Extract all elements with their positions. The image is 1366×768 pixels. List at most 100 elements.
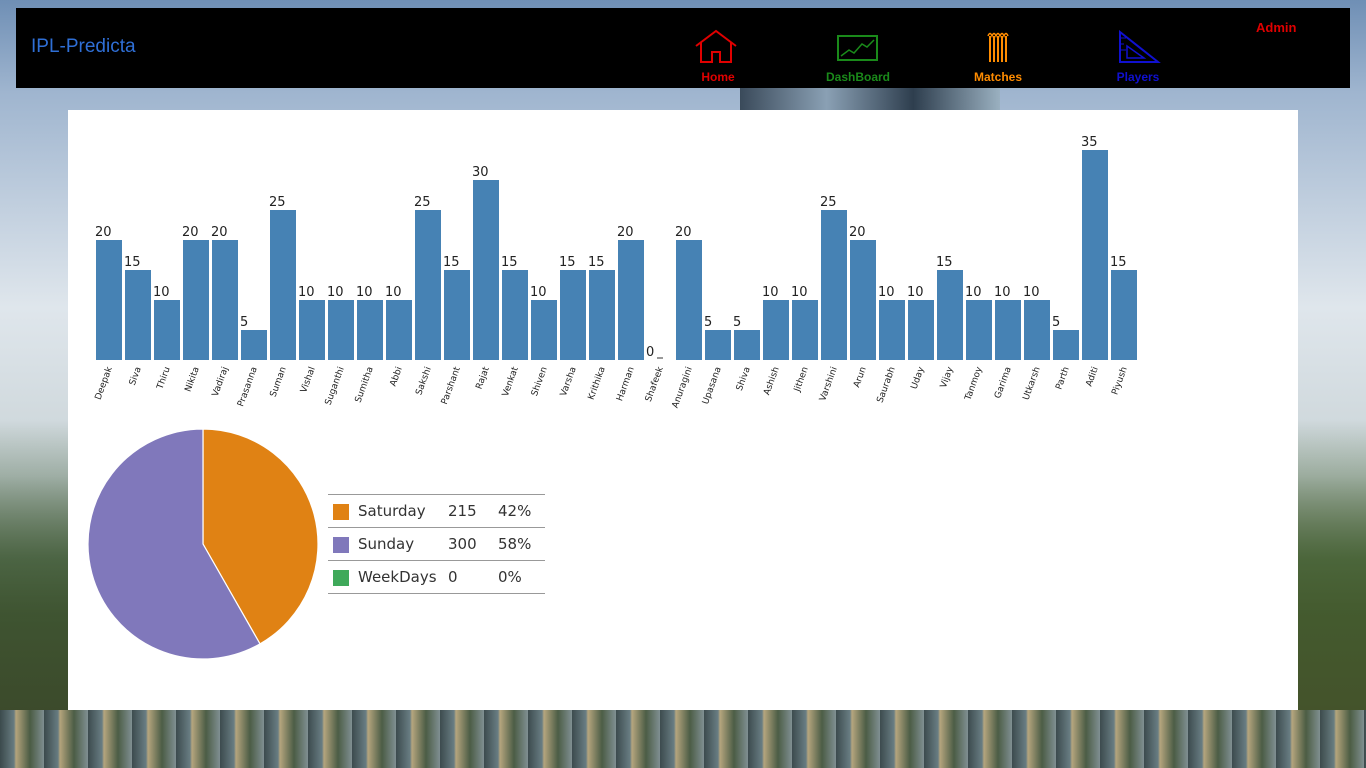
pie-legend: Saturday 215 42% Sunday 300 58% WeekDays 0 0% bbox=[328, 494, 545, 594]
bar bbox=[96, 240, 122, 360]
setsquare-icon bbox=[1119, 29, 1161, 63]
nav-home-label: Home bbox=[701, 70, 735, 84]
bar-value-label: 20 bbox=[849, 225, 866, 240]
legend-count: 0 bbox=[448, 560, 498, 594]
bar-value-label: 10 bbox=[762, 285, 779, 300]
bar bbox=[415, 210, 441, 360]
bar-category-label: Venkat bbox=[501, 365, 521, 398]
bar-value-label: 5 bbox=[1052, 315, 1060, 330]
bar bbox=[502, 270, 528, 360]
legend-percent: 0% bbox=[498, 560, 545, 594]
bar bbox=[299, 300, 325, 360]
bar-value-label: 15 bbox=[501, 255, 518, 270]
bar-category-label: Anuragini bbox=[671, 366, 695, 410]
bar bbox=[444, 270, 470, 360]
bar-category-label: Tanmoy bbox=[963, 365, 985, 403]
bar-value-label: 15 bbox=[559, 255, 576, 270]
legend-percent: 42% bbox=[498, 494, 545, 528]
bar-category-label: Sakshi bbox=[414, 366, 433, 397]
nav-matches-label: Matches bbox=[973, 70, 1023, 84]
bar-category-label: Garima bbox=[993, 366, 1014, 400]
bar bbox=[734, 330, 760, 360]
bar-category-label: Varsha bbox=[559, 366, 579, 398]
bar bbox=[270, 210, 296, 360]
bar bbox=[241, 330, 267, 360]
bar-category-label: Jithen bbox=[792, 366, 811, 394]
admin-link[interactable]: Admin bbox=[1256, 20, 1297, 35]
bar bbox=[328, 300, 354, 360]
legend-label: Saturday bbox=[358, 494, 448, 528]
bar-value-label: 0 bbox=[646, 345, 654, 360]
bar-value-label: 15 bbox=[936, 255, 953, 270]
legend-swatch bbox=[328, 560, 358, 594]
bar-category-label: Sumitha bbox=[354, 366, 376, 405]
legend-count: 215 bbox=[448, 494, 498, 528]
bar bbox=[1082, 150, 1108, 360]
bar-value-label: 5 bbox=[240, 315, 248, 330]
bar bbox=[763, 300, 789, 360]
bar-value-label: 25 bbox=[414, 195, 431, 210]
nav-home[interactable]: Home bbox=[678, 28, 758, 86]
legend-row: WeekDays 0 0% bbox=[328, 560, 545, 594]
bar bbox=[560, 270, 586, 360]
legend-color-box bbox=[333, 569, 349, 586]
bar-value-label: 5 bbox=[704, 315, 712, 330]
bar bbox=[995, 300, 1021, 360]
chart-icon bbox=[837, 35, 878, 61]
bar-category-label: Harman bbox=[615, 366, 637, 403]
bar-value-label: 20 bbox=[617, 225, 634, 240]
legend-swatch bbox=[328, 527, 358, 561]
bar-value-label: 10 bbox=[530, 285, 547, 300]
legend-color-box bbox=[333, 503, 349, 520]
brand-logo[interactable]: IPL-Predicta bbox=[31, 36, 136, 57]
stumps-icon bbox=[987, 32, 1009, 62]
bar-value-label: 15 bbox=[1110, 255, 1127, 270]
legend-row: Saturday 215 42% bbox=[328, 494, 545, 528]
bar-category-label: Piyush bbox=[1110, 366, 1129, 397]
background-building bbox=[740, 88, 1000, 110]
bar bbox=[937, 270, 963, 360]
bar-value-label: 15 bbox=[124, 255, 141, 270]
bar-value-label: 20 bbox=[182, 225, 199, 240]
bar bbox=[966, 300, 992, 360]
bar bbox=[1111, 270, 1137, 360]
bar-value-label: 10 bbox=[994, 285, 1011, 300]
bar bbox=[705, 330, 731, 360]
bar-category-label: Rajat bbox=[475, 365, 492, 391]
bar-category-label: Utkarsh bbox=[1022, 366, 1043, 402]
nav-matches[interactable]: Matches bbox=[958, 28, 1038, 86]
pie-slice-sunday bbox=[87, 428, 261, 660]
pie-slice-saturday bbox=[202, 428, 319, 645]
bar-value-label: 25 bbox=[269, 195, 286, 210]
bar-category-label: Aditi bbox=[1084, 366, 1100, 388]
legend-label: Sunday bbox=[358, 527, 448, 561]
bar-value-label: 10 bbox=[356, 285, 373, 300]
bar bbox=[589, 270, 615, 360]
legend-percent: 58% bbox=[498, 527, 545, 561]
bar-category-label: Arun bbox=[852, 366, 869, 389]
bar-category-label: Varshini bbox=[818, 366, 840, 403]
bar-value-label: 10 bbox=[907, 285, 924, 300]
nav-dashboard[interactable]: DashBoard bbox=[818, 28, 898, 86]
bar-value-label: 20 bbox=[95, 225, 112, 240]
bar-chart: 20Deepak15Siva10Thiru20Nikita20Vadiraj5P… bbox=[94, 135, 1137, 410]
bar-value-label: 10 bbox=[965, 285, 982, 300]
legend-label: WeekDays bbox=[358, 560, 448, 594]
top-navbar: IPL-Predicta Home DashBoard Matches bbox=[16, 8, 1350, 88]
bar bbox=[357, 300, 383, 360]
bar bbox=[850, 240, 876, 360]
legend-color-box bbox=[333, 536, 349, 553]
nav-players[interactable]: Players bbox=[1098, 28, 1178, 86]
bar-value-label: 25 bbox=[820, 195, 837, 210]
nav-players-label: Players bbox=[1116, 70, 1160, 84]
pie-chart bbox=[87, 428, 319, 660]
legend-swatch bbox=[328, 494, 358, 528]
home-icon bbox=[695, 29, 737, 63]
legend-row: Sunday 300 58% bbox=[328, 527, 545, 561]
bar-category-label: Abbi bbox=[389, 366, 405, 388]
bar-value-label: 10 bbox=[1023, 285, 1040, 300]
bar bbox=[1024, 300, 1050, 360]
bar-category-label: Vijay bbox=[939, 365, 956, 390]
bar-category-label: Shafeek bbox=[644, 365, 666, 403]
bar-category-label: Upasana bbox=[701, 366, 724, 406]
